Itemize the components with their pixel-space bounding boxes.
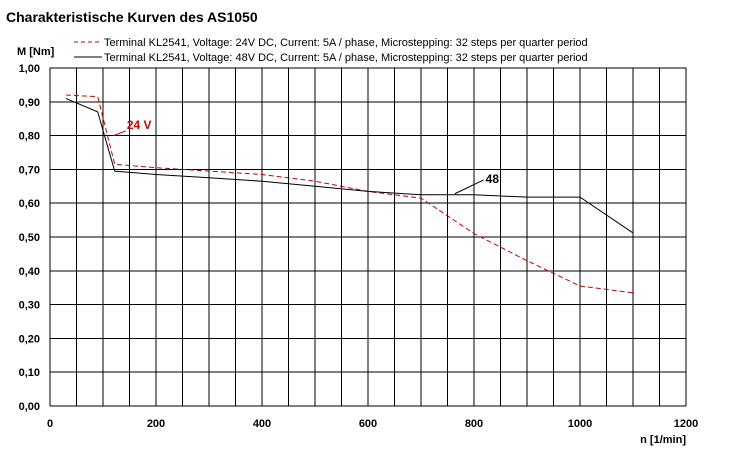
annotation-label-48v: 48 [486,172,500,186]
x-tick-label: 1000 [568,418,592,430]
y-axis-label: M [Nm] [17,46,55,58]
y-tick-label: 0,00 [19,401,40,413]
legend: Terminal KL2541, Voltage: 24V DC, Curren… [74,37,588,64]
legend-entry-24v: Terminal KL2541, Voltage: 24V DC, Curren… [104,37,588,49]
annotations: 24 V 48 [113,118,500,195]
grid [49,67,687,407]
y-tick-label: 0,60 [19,198,40,210]
y-tick-label: 0,90 [19,97,40,109]
series-line-48v [65,97,634,234]
y-tick-label: 0,20 [19,333,40,345]
annotation-pointer-48v [454,179,484,195]
annotation-label-24v: 24 V [127,118,152,132]
x-tick-label: 800 [465,418,483,430]
x-tick-label: 1200 [674,418,698,430]
y-tick-label: 0,50 [19,232,40,244]
x-axis-ticks: 0 200 400 600 800 1000 1200 [47,418,698,430]
y-tick-label: 0,40 [19,266,40,278]
legend-entry-48v: Terminal KL2541, Voltage: 48V DC, Curren… [104,52,588,64]
x-axis-label: n [1/min] [640,434,686,446]
y-tick-label: 1,00 [19,63,40,75]
x-tick-label: 200 [147,418,165,430]
annotation-pointer-24v [113,130,127,137]
y-tick-label: 0,30 [19,300,40,312]
y-axis-ticks: 0,00 0,10 0,20 0,30 0,40 0,50 0,60 0,70 0,80 0,90… [19,63,40,413]
y-tick-label: 0,70 [19,164,40,176]
chart-title: Charakteristische Kurven des AS1050 [6,9,258,25]
x-tick-label: 600 [359,418,377,430]
y-tick-label: 0,80 [19,131,40,143]
x-tick-label: 400 [253,418,271,430]
x-tick-label: 0 [47,418,53,430]
y-tick-label: 0,10 [19,367,40,379]
series-lines [65,94,634,294]
